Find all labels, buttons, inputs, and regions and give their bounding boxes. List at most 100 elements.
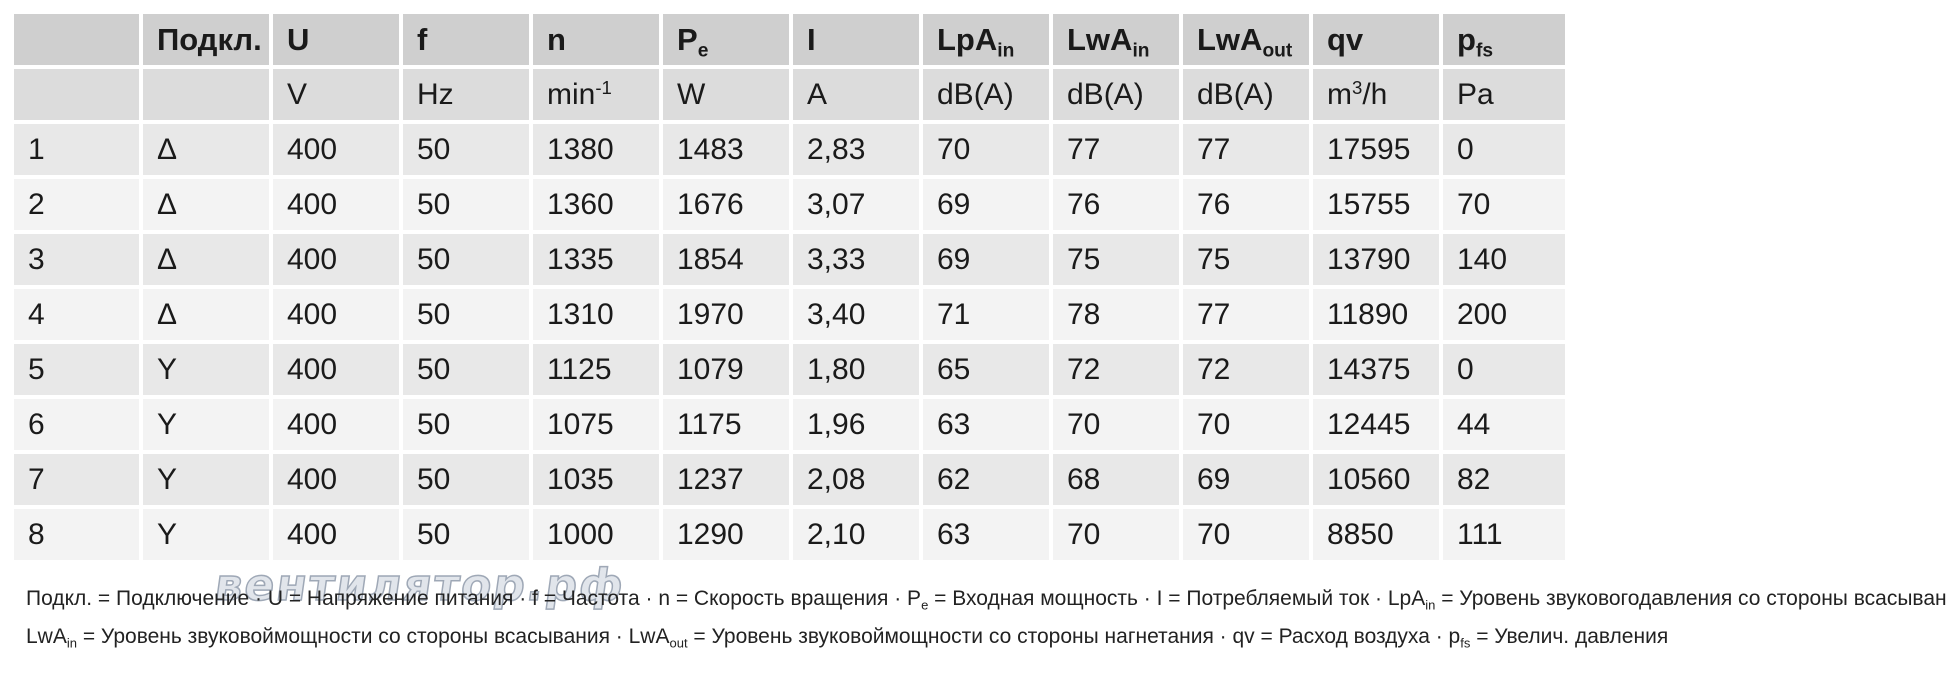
cell-current: 2,08: [793, 454, 919, 505]
cell-voltage: 400: [273, 509, 399, 560]
cell-connection: Δ: [143, 234, 269, 285]
unit-index: [14, 69, 139, 120]
table-row: 5 Y 400 50 1125 1079 1,80 65 72 72 14375 0: [14, 344, 1565, 395]
cell-pressure: 0: [1443, 124, 1565, 175]
cell-lpa-in: 71: [923, 289, 1049, 340]
cell-speed: 1380: [533, 124, 659, 175]
header-voltage: U: [273, 14, 399, 65]
cell-frequency: 50: [403, 124, 529, 175]
cell-input-power: 1290: [663, 509, 789, 560]
fan-performance-table: Подкл. U f n Pe I LpAin LwAin LwAout qv …: [10, 10, 1569, 564]
cell-frequency: 50: [403, 289, 529, 340]
cell-speed: 1075: [533, 399, 659, 450]
cell-pressure: 82: [1443, 454, 1565, 505]
header-input-power: Pe: [663, 14, 789, 65]
units-row: V Hz min-1 W A dB(A) dB(A) dB(A) m3/h Pa: [14, 69, 1565, 120]
cell-speed: 1310: [533, 289, 659, 340]
cell-lwa-out: 70: [1183, 509, 1309, 560]
cell-airflow: 10560: [1313, 454, 1439, 505]
header-row: Подкл. U f n Pe I LpAin LwAin LwAout qv …: [14, 14, 1565, 65]
cell-index: 7: [14, 454, 139, 505]
cell-lpa-in: 69: [923, 234, 1049, 285]
cell-lwa-in: 76: [1053, 179, 1179, 230]
cell-current: 1,80: [793, 344, 919, 395]
cell-lwa-out: 75: [1183, 234, 1309, 285]
cell-voltage: 400: [273, 124, 399, 175]
cell-lwa-out: 70: [1183, 399, 1309, 450]
cell-input-power: 1175: [663, 399, 789, 450]
cell-current: 3,33: [793, 234, 919, 285]
cell-lpa-in: 63: [923, 399, 1049, 450]
unit-current: A: [793, 69, 919, 120]
legend-line-2: LwAin = Уровень звуковоймощности со стор…: [26, 625, 1669, 651]
cell-frequency: 50: [403, 454, 529, 505]
cell-connection: Y: [143, 399, 269, 450]
cell-lpa-in: 63: [923, 509, 1049, 560]
cell-airflow: 17595: [1313, 124, 1439, 175]
header-index: [14, 14, 139, 65]
header-speed: n: [533, 14, 659, 65]
cell-lwa-out: 69: [1183, 454, 1309, 505]
unit-speed: min-1: [533, 69, 659, 120]
cell-connection: Δ: [143, 179, 269, 230]
table-row: 3 Δ 400 50 1335 1854 3,33 69 75 75 13790 140: [14, 234, 1565, 285]
cell-lwa-in: 68: [1053, 454, 1179, 505]
cell-voltage: 400: [273, 289, 399, 340]
table-row: 1 Δ 400 50 1380 1483 2,83 70 77 77 17595 0: [14, 124, 1565, 175]
header-lwa-out: LwAout: [1183, 14, 1309, 65]
cell-connection: Δ: [143, 289, 269, 340]
cell-lwa-out: 77: [1183, 124, 1309, 175]
cell-lwa-out: 72: [1183, 344, 1309, 395]
cell-speed: 1035: [533, 454, 659, 505]
table-row: 6 Y 400 50 1075 1175 1,96 63 70 70 12445 44: [14, 399, 1565, 450]
cell-index: 3: [14, 234, 139, 285]
cell-pressure: 70: [1443, 179, 1565, 230]
cell-index: 8: [14, 509, 139, 560]
unit-lwa-in: dB(A): [1053, 69, 1179, 120]
cell-lwa-in: 75: [1053, 234, 1179, 285]
cell-connection: Y: [143, 509, 269, 560]
unit-frequency: Hz: [403, 69, 529, 120]
cell-lwa-in: 77: [1053, 124, 1179, 175]
cell-lpa-in: 62: [923, 454, 1049, 505]
unit-connection: [143, 69, 269, 120]
unit-input-power: W: [663, 69, 789, 120]
cell-input-power: 1676: [663, 179, 789, 230]
cell-airflow: 11890: [1313, 289, 1439, 340]
table-row: 4 Δ 400 50 1310 1970 3,40 71 78 77 11890 200: [14, 289, 1565, 340]
cell-airflow: 14375: [1313, 344, 1439, 395]
table-row: 8 Y 400 50 1000 1290 2,10 63 70 70 8850 111: [14, 509, 1565, 560]
cell-lpa-in: 70: [923, 124, 1049, 175]
cell-speed: 1335: [533, 234, 659, 285]
unit-voltage: V: [273, 69, 399, 120]
cell-lpa-in: 69: [923, 179, 1049, 230]
cell-lwa-out: 76: [1183, 179, 1309, 230]
cell-input-power: 1079: [663, 344, 789, 395]
unit-pressure: Pa: [1443, 69, 1565, 120]
cell-current: 3,40: [793, 289, 919, 340]
cell-speed: 1360: [533, 179, 659, 230]
header-connection: Подкл.: [143, 14, 269, 65]
unit-lpa-in: dB(A): [923, 69, 1049, 120]
table-body: 1 Δ 400 50 1380 1483 2,83 70 77 77 17595 0 2 Δ 400 50 13…: [14, 124, 1565, 560]
cell-airflow: 8850: [1313, 509, 1439, 560]
cell-frequency: 50: [403, 179, 529, 230]
unit-lwa-out: dB(A): [1183, 69, 1309, 120]
cell-voltage: 400: [273, 234, 399, 285]
cell-input-power: 1854: [663, 234, 789, 285]
header-lpa-in: LpAin: [923, 14, 1049, 65]
cell-lwa-in: 72: [1053, 344, 1179, 395]
cell-connection: Y: [143, 454, 269, 505]
cell-index: 5: [14, 344, 139, 395]
cell-input-power: 1970: [663, 289, 789, 340]
cell-pressure: 0: [1443, 344, 1565, 395]
cell-speed: 1000: [533, 509, 659, 560]
header-frequency: f: [403, 14, 529, 65]
cell-current: 2,83: [793, 124, 919, 175]
cell-speed: 1125: [533, 344, 659, 395]
legend-line-1: Подкл. = Подключение · U = Напряжение пи…: [26, 587, 1946, 613]
legend: Подкл. = Подключение · U = Напряжение пи…: [26, 580, 1946, 656]
cell-index: 4: [14, 289, 139, 340]
header-airflow: qv: [1313, 14, 1439, 65]
cell-lwa-in: 70: [1053, 509, 1179, 560]
